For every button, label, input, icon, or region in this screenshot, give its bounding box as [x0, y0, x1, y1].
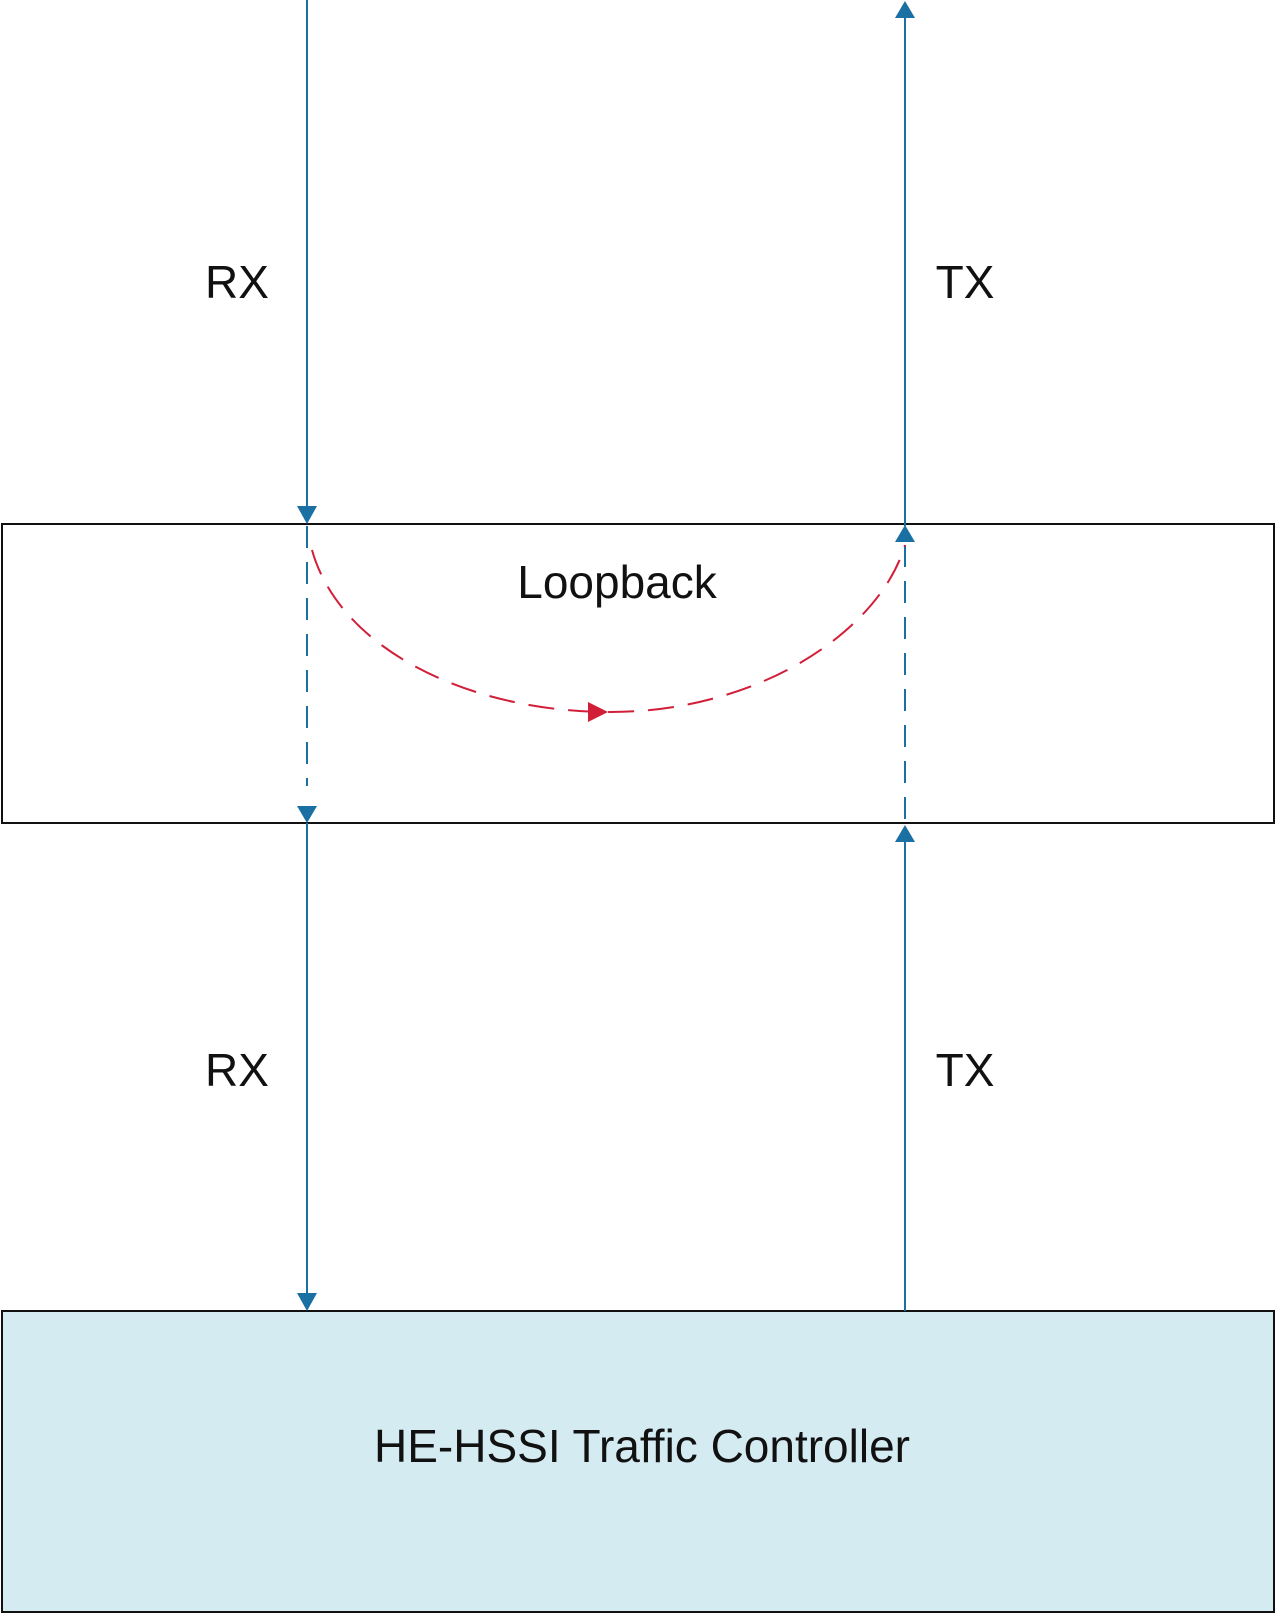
rx-lower-label: RX: [205, 1044, 269, 1096]
loopback-label: Loopback: [517, 556, 717, 608]
loopback-box: [1, 523, 1275, 824]
traffic-controller-box: [1, 1310, 1275, 1613]
loopback-path: [311, 544, 906, 714]
rx-upper-label: RX: [205, 256, 269, 308]
rx-lower-arrowhead: [297, 1293, 317, 1311]
tx-passthrough-arrowhead: [895, 825, 915, 842]
tx-upper-arrowhead-top: [895, 1, 915, 18]
tx-lower-label: TX: [936, 1044, 995, 1096]
rx-upper-arrowhead: [297, 506, 317, 524]
tx-upper-arrowhead-entry: [895, 525, 915, 542]
rx-passthrough-arrowhead: [297, 806, 317, 823]
loopback-path-arrowhead: [588, 702, 608, 722]
traffic-controller-label: HE-HSSI Traffic Controller: [374, 1420, 910, 1472]
tx-upper-label: TX: [936, 256, 995, 308]
